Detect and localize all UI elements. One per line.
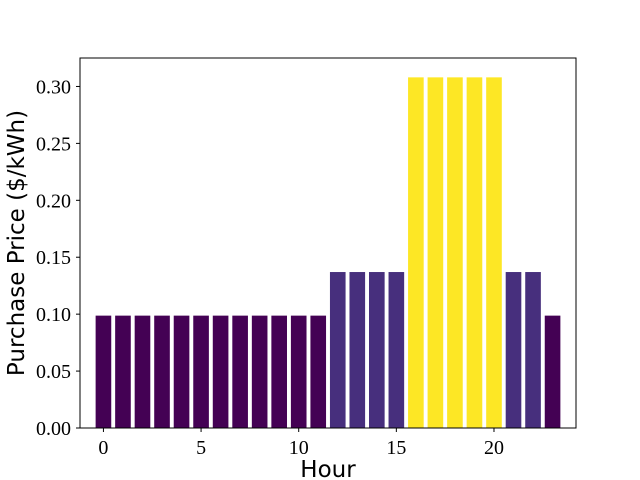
x-tick-label: 10 bbox=[289, 437, 309, 459]
y-ticks: 0.00 0.05 0.10 0.15 0.20 0.25 0.30 bbox=[36, 76, 80, 440]
bar-hour-7 bbox=[232, 315, 248, 428]
bar-hour-4 bbox=[173, 315, 190, 428]
bar-hour-2 bbox=[134, 315, 151, 428]
bar-hour-0 bbox=[95, 315, 112, 428]
x-tick-label: 20 bbox=[484, 437, 504, 459]
bar-hour-5 bbox=[193, 315, 209, 428]
plot-frame bbox=[79, 57, 577, 429]
bar-hour-6 bbox=[212, 315, 229, 428]
bar-hour-8 bbox=[251, 315, 268, 428]
bar-hour-15 bbox=[388, 272, 405, 428]
y-tick-label: 0.10 bbox=[36, 304, 71, 326]
bar-hour-13 bbox=[349, 272, 366, 428]
bar-hour-23 bbox=[544, 315, 561, 428]
bar-hour-1 bbox=[115, 315, 131, 428]
y-tick-label: 0.15 bbox=[36, 247, 71, 269]
x-axis-label: Hour bbox=[300, 457, 356, 480]
x-tick-label: 5 bbox=[196, 437, 206, 459]
y-tick-label: 0.00 bbox=[36, 418, 71, 440]
bar-hour-19 bbox=[466, 77, 483, 428]
bar-hour-21 bbox=[505, 272, 522, 428]
y-tick-label: 0.05 bbox=[36, 361, 71, 383]
x-tick-label: 0 bbox=[98, 437, 108, 459]
y-tick-label: 0.25 bbox=[36, 133, 71, 155]
x-tick-label: 15 bbox=[386, 437, 406, 459]
bar-hour-11 bbox=[310, 315, 327, 428]
bar-hour-20 bbox=[486, 77, 502, 428]
bars-group bbox=[95, 77, 561, 428]
bar-hour-18 bbox=[447, 77, 463, 428]
bar-hour-10 bbox=[290, 315, 307, 428]
y-axis-label: Purchase Price ($/kWh) bbox=[4, 110, 30, 376]
y-tick-label: 0.30 bbox=[36, 76, 71, 98]
bar-hour-14 bbox=[369, 272, 385, 428]
bar-hour-3 bbox=[154, 315, 170, 428]
bar-hour-22 bbox=[525, 272, 541, 428]
bar-hour-9 bbox=[271, 315, 287, 428]
bar-hour-12 bbox=[329, 272, 346, 428]
y-tick-label: 0.20 bbox=[36, 190, 71, 212]
bar-hour-17 bbox=[427, 77, 444, 428]
x-ticks: 0 5 10 15 20 bbox=[98, 428, 504, 459]
bar-hour-16 bbox=[408, 77, 424, 428]
